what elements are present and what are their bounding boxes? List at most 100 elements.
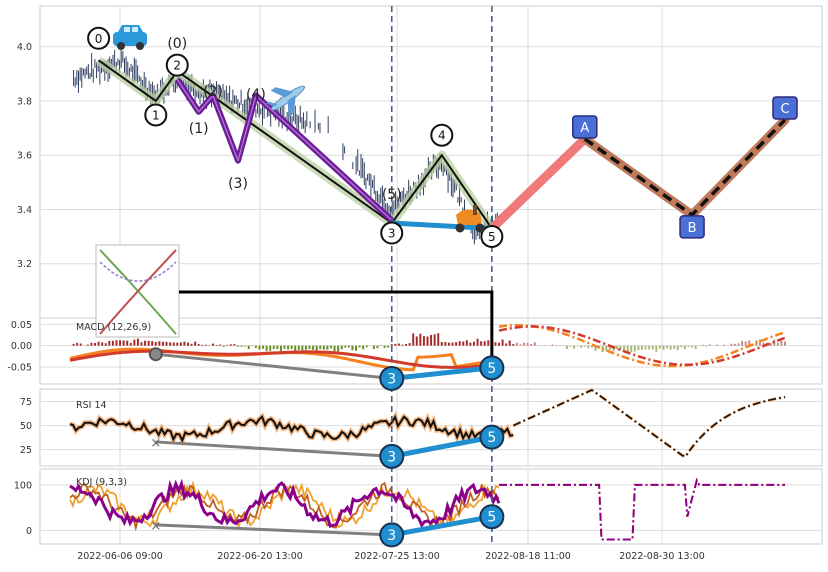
sub-wave-label: (5)	[382, 187, 402, 203]
abc-segment-a	[487, 134, 590, 233]
y-tick-label: 3.8	[17, 96, 32, 107]
divergence-start-dot	[148, 347, 163, 362]
inset-curve	[99, 249, 177, 335]
plane-wing	[270, 87, 294, 98]
divergence-blue-line	[391, 514, 493, 538]
sub-wave-label: (4)	[246, 87, 266, 103]
abc-label-box	[679, 215, 705, 239]
divergence-marker-label: 5	[487, 510, 496, 526]
wave-label-circle	[380, 221, 404, 245]
divergence-start-cross: ×	[150, 436, 161, 451]
divergence-blue-line	[391, 365, 493, 381]
y-tick-label: 3.4	[17, 205, 32, 216]
panel-title-macd: MACD (12,26,9)	[76, 322, 151, 333]
wave-label: 0	[95, 32, 103, 46]
sub-wave-label: (1)	[189, 121, 209, 137]
abc-label: B	[688, 221, 697, 236]
divergence-marker-label: 3	[387, 449, 396, 465]
sub-wave-label: (2)	[203, 84, 223, 100]
divergence-marker-label: 5	[487, 361, 496, 377]
wave-label: 3	[388, 227, 396, 241]
car-roof	[118, 25, 143, 32]
panel-frame-kdj	[39, 468, 823, 545]
wave-label: 1	[152, 108, 160, 122]
divergence-marker-label: 5	[487, 430, 496, 446]
airplane-icon	[266, 85, 306, 117]
wave-label-circle	[480, 224, 504, 248]
y-tick-label: -0.05	[7, 362, 32, 373]
abc-dashed-projection	[583, 118, 787, 218]
wave-label-circle	[144, 103, 168, 127]
divergence-grey-line	[155, 352, 392, 380]
plane-tail	[266, 101, 278, 107]
car-window	[124, 27, 130, 32]
panel-title-kdj: KDJ (9,3,3)	[76, 477, 127, 488]
main-wave-line	[98, 59, 493, 230]
x-tick-label: 2022-06-06 09:00	[77, 551, 163, 562]
divergence-start-cross: ×	[150, 519, 161, 534]
abc-label-box	[772, 96, 798, 120]
inset-curve	[99, 261, 177, 282]
divergence-marker-circle	[479, 504, 505, 530]
divergence-marker-circle	[479, 424, 505, 450]
sub-wave-inner	[176, 78, 393, 221]
y-tick-label: 3.2	[17, 259, 32, 270]
wave-label-circle	[165, 53, 189, 77]
abc-label: C	[780, 102, 789, 117]
inset-connector	[179, 290, 494, 362]
kdj-projection-line	[499, 477, 785, 541]
divergence-marker-circle	[479, 355, 505, 381]
y-tick-label: 4.0	[17, 42, 32, 53]
divergence-marker-label: 3	[387, 528, 396, 544]
rsi-projection-line	[512, 389, 786, 458]
axis-labels: 4.03.83.63.43.20.050.00-0.05755025100020…	[7, 42, 704, 562]
divergence-marker-label: 3	[387, 371, 396, 387]
divergence-blue-line	[391, 434, 493, 459]
y-tick-label: 3.6	[17, 151, 32, 162]
abc-label-box	[572, 115, 598, 139]
y-tick-label: 100	[14, 480, 32, 491]
sub-wave-label: (3)	[228, 176, 248, 192]
car-wheel	[136, 42, 144, 50]
y-tick-label: 50	[20, 421, 32, 432]
scooter-wheel	[475, 223, 485, 233]
car-window	[132, 27, 138, 32]
kdj-line	[69, 478, 501, 528]
annotations: 0 1 2 3 4 5 (0) (1) (2) (3) (4) (5) A B C 3 5 × 3 5 × 3 5	[87, 6, 798, 548]
rsi-line	[69, 414, 514, 443]
y-tick-label: 0.00	[11, 341, 32, 352]
divergence-grey-line	[155, 440, 392, 458]
y-tick-label: 75	[20, 397, 32, 408]
divergence-marker-circle	[379, 365, 405, 391]
wave-label: 2	[173, 59, 181, 73]
wave-label: 5	[488, 230, 496, 244]
wave-3-5-link	[391, 220, 492, 231]
car-wheel	[117, 42, 125, 50]
divergence-marker-circle	[379, 522, 405, 548]
plane-wing	[287, 95, 296, 117]
macd-projection-line	[498, 323, 786, 368]
wave-label-circle	[87, 26, 111, 50]
y-tick-label: 25	[20, 445, 32, 456]
x-tick-label: 2022-08-30 13:00	[619, 551, 705, 562]
panel-title-rsi: RSI 14	[76, 400, 107, 411]
abc-label: A	[580, 121, 589, 136]
wave-label: 4	[438, 129, 446, 143]
macd-projection-signal	[498, 325, 786, 367]
inset-thumbnail	[95, 244, 180, 338]
wave-label-circle	[430, 123, 454, 147]
divergence-grey-line	[155, 523, 392, 537]
scooter-wheel	[455, 223, 465, 233]
x-tick-label: 2022-08-18 11:00	[485, 551, 571, 562]
x-tick-label: 2022-06-20 13:00	[217, 551, 303, 562]
scooter-icon	[455, 205, 485, 233]
macd-signal-line	[69, 349, 500, 369]
sub-wave-label: (0)	[167, 36, 187, 52]
car-icon	[113, 25, 147, 50]
x-tick-label: 2022-07-25 13:00	[354, 551, 440, 562]
y-tick-label: 0	[26, 526, 32, 537]
y-tick-label: 0.05	[11, 320, 32, 331]
scooter-handle	[473, 205, 477, 215]
